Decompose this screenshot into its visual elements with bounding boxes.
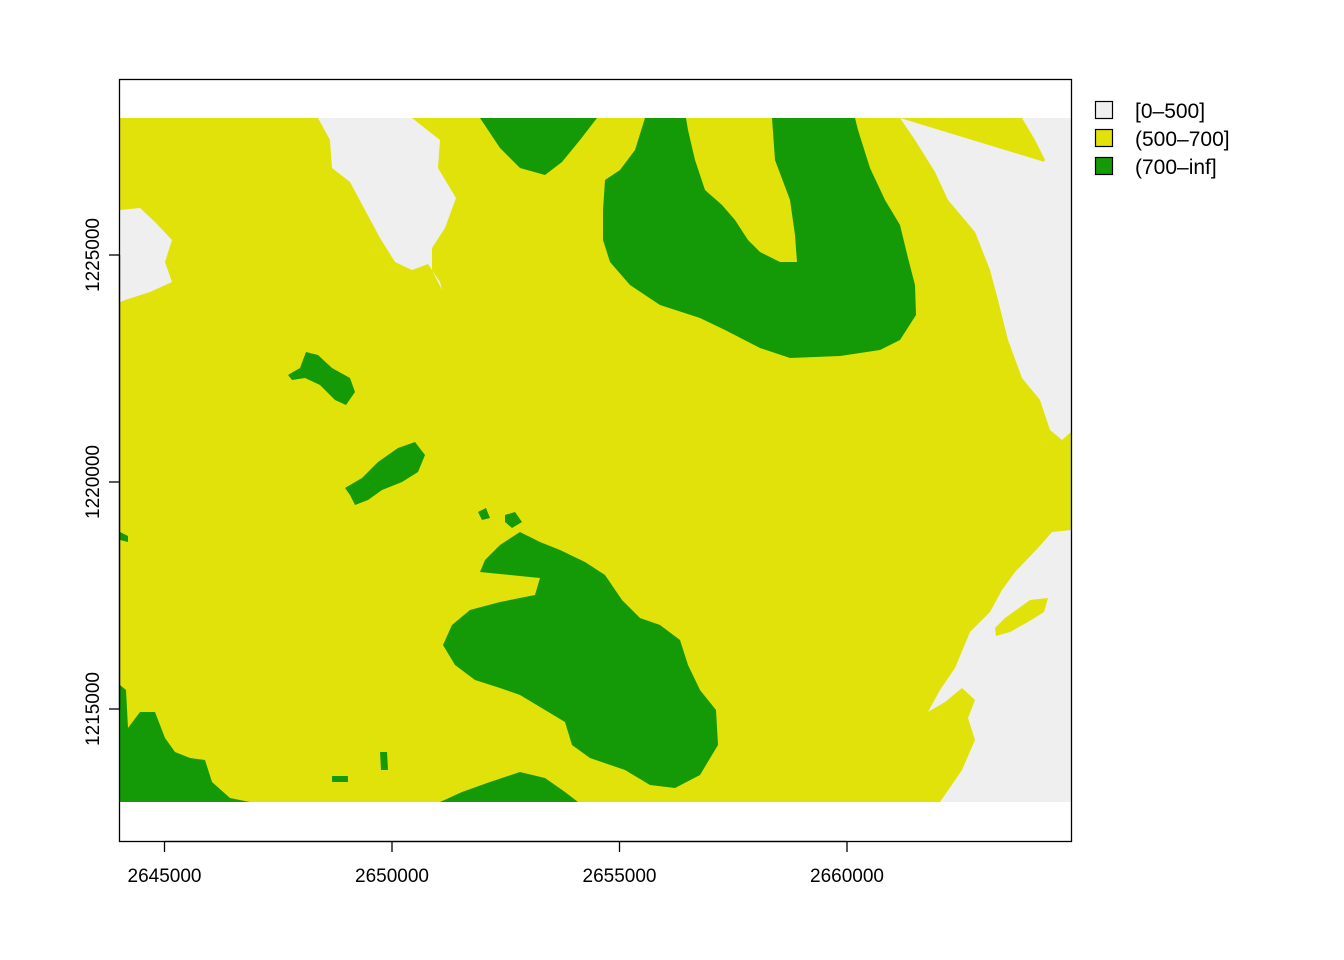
high-region-bottom-center (440, 772, 578, 802)
legend-label: (700–inf] (1135, 156, 1217, 179)
y-tick-label: 1220000 (83, 445, 104, 519)
high-region-small-island-2 (345, 442, 425, 505)
high-region-tiny-3 (332, 776, 348, 782)
x-tick-label: 2655000 (583, 866, 657, 887)
x-tick-label: 2645000 (128, 866, 202, 887)
high-region-top-center (480, 118, 597, 175)
low-region-top-center (318, 118, 456, 290)
x-axis: 2645000 2650000 2655000 2660000 (128, 840, 884, 887)
high-region-small-island-1 (288, 352, 355, 405)
legend-swatch (1094, 156, 1114, 176)
legend-label: (500–700] (1135, 128, 1230, 151)
y-axis: 1215000 1220000 1225000 (83, 218, 121, 746)
legend-swatch (1094, 128, 1114, 148)
high-region-left-edge (120, 532, 128, 542)
x-tick-label: 2650000 (355, 866, 429, 887)
legend-label: [0–500] (1135, 100, 1205, 123)
high-region-tiny-4 (380, 752, 388, 770)
high-region-bottom-left (120, 685, 250, 802)
high-region-top-right (603, 118, 916, 358)
y-tick-label: 1225000 (83, 218, 104, 292)
x-tick-label: 2660000 (810, 866, 884, 887)
high-region-center-south (443, 532, 718, 788)
low-region-top-right (900, 118, 1071, 440)
low-region-top-left (120, 118, 172, 302)
legend: [0–500] (500–700] (700–inf] (1094, 100, 1230, 179)
high-region-tiny-1 (505, 512, 522, 528)
legend-swatch (1094, 100, 1114, 120)
low-region-bottom-right (928, 530, 1071, 802)
y-tick-label: 1215000 (83, 672, 104, 746)
raster-layer (120, 118, 1071, 802)
mid-strip-bottom-right (995, 598, 1048, 636)
high-region-tiny-2 (478, 508, 490, 520)
